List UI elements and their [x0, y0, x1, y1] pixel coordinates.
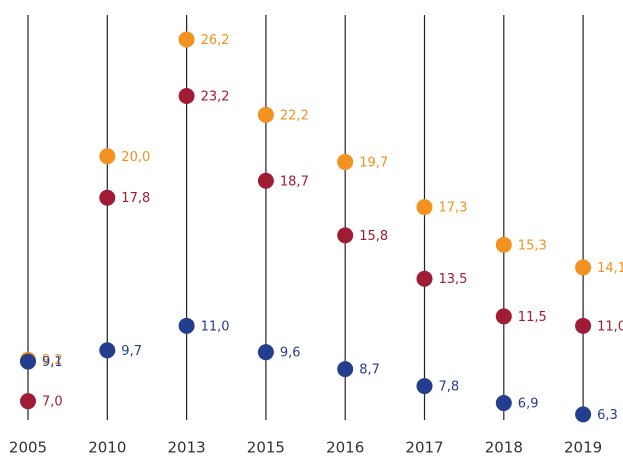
value-label: 9,6 [280, 346, 301, 361]
x-tick-label: 2005 [9, 439, 47, 457]
value-label: 7,8 [439, 380, 460, 395]
dot [416, 270, 433, 287]
dot [257, 106, 274, 123]
dot [575, 259, 592, 276]
value-label: 11,0 [597, 319, 623, 334]
dot [495, 308, 512, 325]
value-label: 14,1 [597, 261, 623, 276]
value-label: 19,7 [359, 155, 388, 170]
dot [575, 317, 592, 334]
value-label: 9,1 [42, 355, 63, 370]
value-label: 22,2 [280, 108, 309, 123]
value-label: 8,7 [359, 363, 380, 378]
x-tick-label: 2016 [326, 439, 364, 457]
dot [337, 153, 354, 170]
value-label: 11,5 [518, 310, 547, 325]
dot [99, 342, 116, 359]
value-label: 17,8 [121, 191, 150, 206]
dot [337, 361, 354, 378]
value-label: 6,9 [518, 397, 539, 412]
dot [495, 395, 512, 412]
dot [178, 88, 195, 104]
x-tick-label: 2017 [405, 439, 443, 457]
x-tick-label: 2018 [485, 439, 523, 457]
value-label: 15,3 [518, 238, 547, 253]
value-label: 9,2 [42, 353, 63, 368]
value-label: 15,8 [359, 229, 388, 244]
dot [178, 31, 195, 48]
value-label: 20,0 [121, 150, 150, 165]
dot [99, 189, 116, 206]
dot [257, 344, 274, 361]
x-tick-label: 2013 [168, 439, 206, 457]
value-label: 26,2 [201, 33, 230, 48]
value-label: 7,0 [42, 395, 63, 410]
value-label: 11,0 [201, 319, 230, 334]
dot [20, 393, 36, 410]
value-label: 23,2 [201, 90, 230, 105]
dot [416, 378, 433, 395]
value-label: 17,3 [439, 201, 468, 216]
value-label: 9,7 [121, 344, 142, 359]
value-label: 6,3 [597, 408, 618, 423]
dot [416, 199, 433, 216]
x-tick-label: 2015 [247, 439, 285, 457]
dot [257, 172, 274, 189]
dot [495, 236, 512, 253]
dot [575, 406, 592, 423]
value-label: 13,5 [439, 272, 468, 287]
value-label: 18,7 [280, 174, 309, 189]
x-tick-label: 2019 [564, 439, 602, 457]
dot [99, 148, 116, 165]
dot [337, 227, 354, 244]
dot [178, 317, 195, 334]
x-tick-label: 2010 [88, 439, 126, 457]
dot [20, 353, 36, 370]
